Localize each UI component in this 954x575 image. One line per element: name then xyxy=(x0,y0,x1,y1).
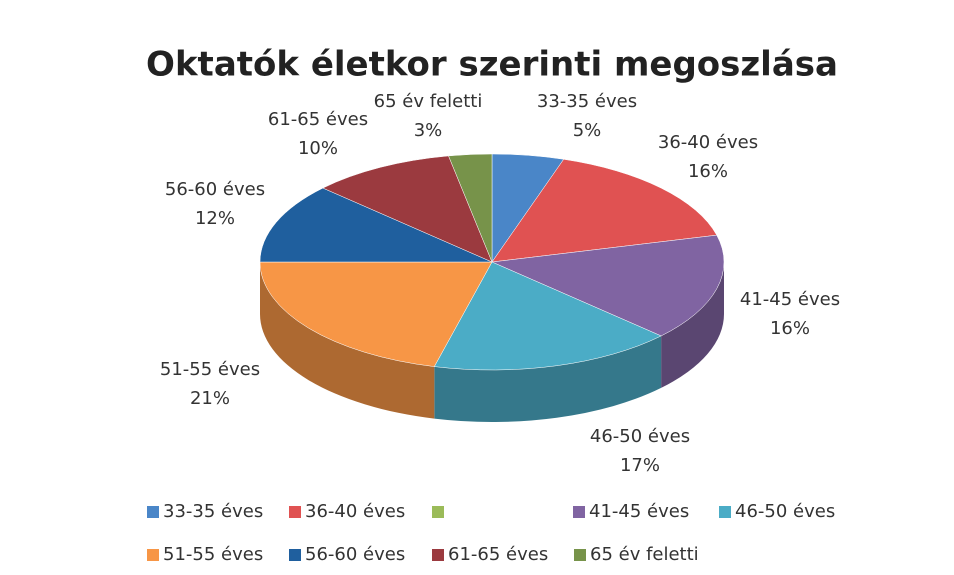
pie-slice xyxy=(322,155,493,263)
legend-swatch xyxy=(289,549,301,561)
pie-slice xyxy=(259,187,493,263)
slice-label: 61-65 éves xyxy=(268,109,368,130)
slice-label: 51-55 éves xyxy=(160,359,260,380)
legend-swatch xyxy=(573,506,585,518)
legend-swatch xyxy=(719,506,731,518)
slice-label: 65 év feletti xyxy=(374,91,483,112)
slice-value-label: 17% xyxy=(620,455,660,476)
pie-slice xyxy=(491,234,725,337)
slice-label: 41-45 éves xyxy=(740,289,840,310)
legend-label: 41-45 éves xyxy=(589,501,689,522)
chart-title: Oktatók életkor szerinti megoszlása xyxy=(146,45,838,85)
slice-label: 56-60 éves xyxy=(165,179,265,200)
legend-label: 46-50 éves xyxy=(735,501,835,522)
legend-label: 56-60 éves xyxy=(305,544,405,565)
slice-value-label: 16% xyxy=(770,318,810,339)
slice-label: 36-40 éves xyxy=(658,132,758,153)
legend-swatch xyxy=(147,549,159,561)
pie-side xyxy=(661,262,724,388)
pie-slice xyxy=(433,261,662,371)
legend-label: 36-40 éves xyxy=(305,501,405,522)
pie-side xyxy=(434,335,662,423)
slice-value-label: 5% xyxy=(573,120,602,141)
slice-value-label: 12% xyxy=(195,208,235,229)
slice-label: 33-35 éves xyxy=(537,91,637,112)
legend-swatch xyxy=(574,549,586,561)
slice-value-label: 3% xyxy=(414,120,443,141)
slice-label: 46-50 éves xyxy=(590,426,690,447)
legend-swatch xyxy=(147,506,159,518)
pie-slice xyxy=(448,153,493,263)
legend-swatch xyxy=(289,506,301,518)
pie-slice xyxy=(491,159,718,263)
legend-swatch xyxy=(432,549,444,561)
pie-slice xyxy=(259,261,493,367)
slice-value-label: 10% xyxy=(298,138,338,159)
pie-side xyxy=(260,262,435,419)
legend-label: 61-65 éves xyxy=(448,544,548,565)
legend-swatch xyxy=(432,506,444,518)
slice-value-label: 16% xyxy=(688,161,728,182)
legend-label: 51-55 éves xyxy=(163,544,263,565)
legend-label: 33-35 éves xyxy=(163,501,263,522)
legend-label: 65 év feletti xyxy=(590,544,699,565)
slice-value-label: 21% xyxy=(190,388,230,409)
